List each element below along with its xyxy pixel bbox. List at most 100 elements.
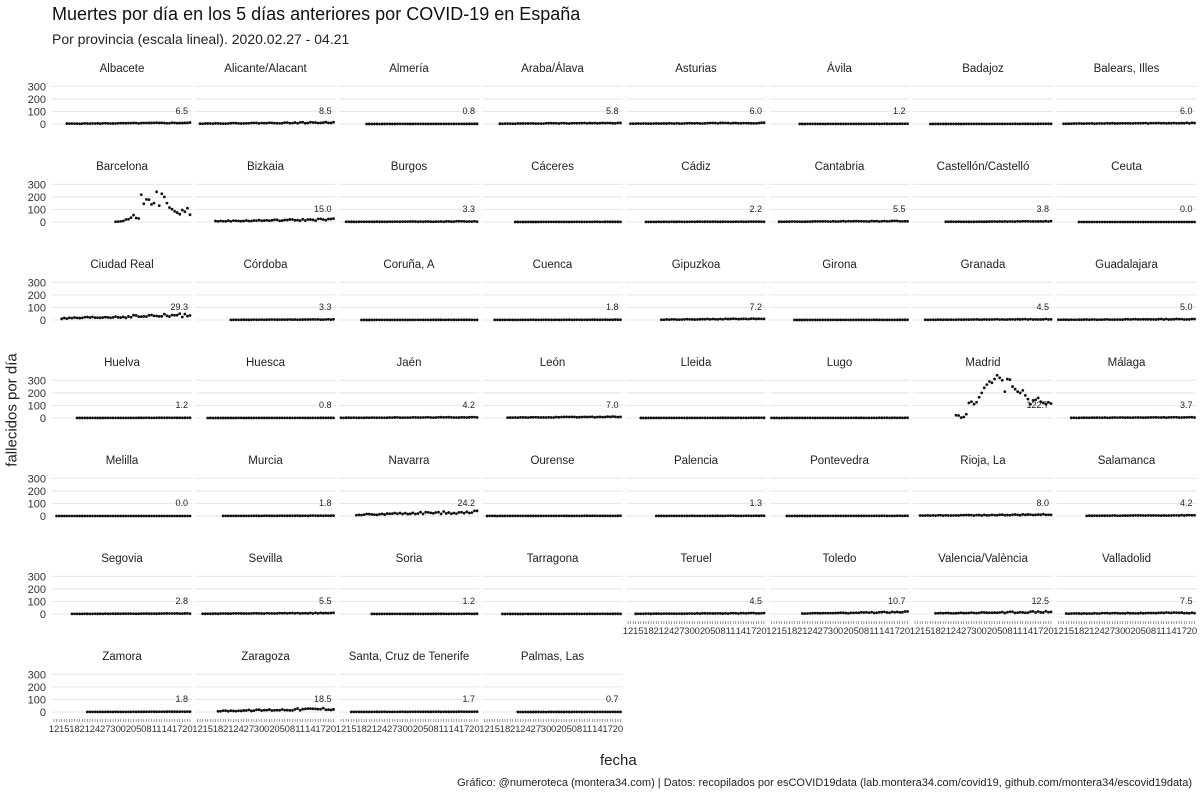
data-point [501,612,504,616]
data-point [718,416,722,420]
data-point [219,122,222,125]
data-point [311,218,315,222]
data-point [536,318,540,322]
data-point [836,611,840,615]
data-point [883,122,886,126]
data-point [744,416,748,420]
data-point [831,122,835,126]
data-point [221,709,225,713]
data-point [229,318,233,322]
data-point [378,612,381,616]
data-point [813,416,817,420]
data-point [93,612,97,616]
data-point [239,416,243,420]
data-point [85,122,89,125]
data-point [847,122,850,126]
data-point [186,611,189,615]
data-point [990,318,994,321]
data-point [375,318,379,322]
data-point [1126,416,1130,419]
data-point [1110,416,1114,419]
data-point [470,710,474,714]
data-point [144,416,148,420]
data-point [575,612,579,616]
data-point [998,318,1002,322]
data-point [513,612,517,616]
data-point [826,611,830,615]
data-point [414,710,417,714]
data-point [365,318,369,322]
y-tick-label: 0 [40,315,46,327]
panel-title: Burgos [391,161,428,173]
data-point [314,611,317,615]
data-point [234,416,238,420]
data-point [408,122,412,126]
data-point [547,220,551,224]
data-point [293,611,297,615]
data-point [1177,611,1181,615]
data-point [544,220,548,224]
data-point [121,612,125,616]
data-point [1123,121,1127,125]
data-point [1036,513,1040,516]
data-point [662,122,666,125]
data-point [139,121,143,125]
data-point [260,121,264,125]
data-point [693,612,697,615]
data-point [598,318,602,322]
data-point [255,318,258,322]
data-point [706,220,709,224]
data-point [647,612,650,616]
data-point [841,514,845,518]
data-point [695,121,699,125]
data-point [332,708,335,711]
data-point [988,513,991,517]
data-point [852,611,856,615]
data-point [88,514,92,518]
data-point [1023,122,1027,126]
data-point [429,511,433,515]
data-point [270,318,274,321]
data-point [375,416,379,420]
data-point [1159,317,1163,321]
data-point [877,318,881,322]
data-point [883,318,886,322]
data-point [283,218,287,222]
data-point [1085,416,1089,420]
data-point [883,514,886,518]
data-point [467,318,471,322]
data-point [321,611,325,615]
x-tick-label: 05 [1135,626,1146,637]
data-point [552,710,556,714]
data-point [511,514,515,518]
data-point [219,612,222,615]
data-point [311,121,315,124]
data-point [470,511,474,515]
data-point [521,122,525,125]
data-point [383,612,387,616]
data-point [752,121,756,125]
data-point [127,315,130,318]
data-point [314,318,317,321]
data-point [431,220,435,224]
data-point [1136,611,1140,615]
data-point [982,317,986,321]
data-point [462,122,466,126]
data-point [1162,121,1166,125]
data-point [388,220,392,224]
data-point [718,317,722,321]
data-point [1031,318,1035,321]
data-point [1190,220,1194,224]
data-point [888,219,891,223]
data-point [736,220,740,224]
data-point [1049,317,1053,321]
data-point [160,416,164,420]
data-point [78,122,82,126]
data-point [972,122,976,126]
data-point [1141,611,1145,615]
data-point [1175,514,1178,517]
last-value-label: 1.7 [462,694,475,704]
data-point [380,220,384,224]
data-point [442,612,446,616]
data-point [437,318,440,322]
